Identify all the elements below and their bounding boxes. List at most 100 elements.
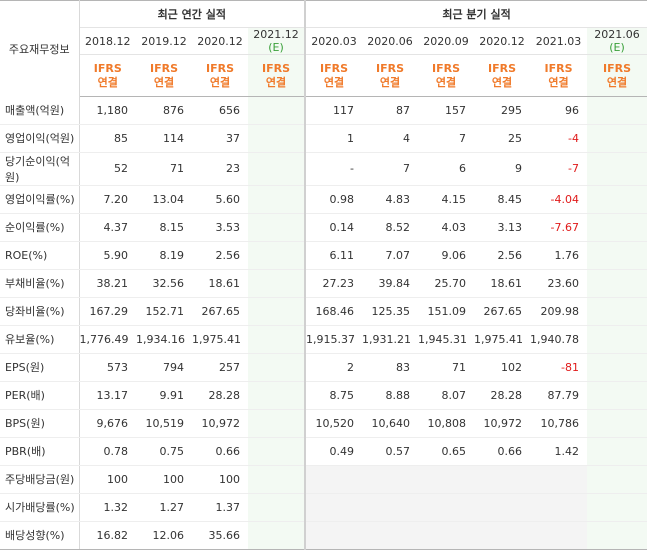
row-label: ROE(%) bbox=[0, 241, 80, 270]
table-row: 당좌비율(%) 167.29 152.71 267.65 168.46 125.35 151… bbox=[0, 297, 648, 326]
value-cell bbox=[248, 381, 306, 410]
value-cell bbox=[474, 464, 531, 494]
value-cell bbox=[587, 521, 648, 550]
value-cell bbox=[248, 268, 306, 298]
value-cell bbox=[248, 521, 306, 550]
row-label: 배당성향(%) bbox=[0, 521, 80, 550]
value-cell: 87 bbox=[362, 96, 419, 125]
value-cell: 2.56 bbox=[192, 241, 248, 270]
value-cell: 71 bbox=[418, 352, 475, 382]
ifrs-label: IFRS bbox=[262, 61, 290, 75]
ifrs-label: IFRS bbox=[206, 61, 234, 75]
value-cell: 157 bbox=[418, 96, 475, 125]
value-cell: 1,934.16 bbox=[136, 325, 192, 354]
value-cell: 125.35 bbox=[362, 297, 419, 326]
row-label-header: 주요재무정보 bbox=[0, 0, 80, 97]
value-cell bbox=[248, 124, 306, 153]
value-cell bbox=[587, 213, 648, 242]
value-cell: 85 bbox=[79, 124, 136, 153]
value-cell bbox=[474, 521, 531, 550]
table-row: 배당성향(%) 16.82 12.06 35.66 bbox=[0, 521, 648, 550]
value-cell: 13.04 bbox=[136, 184, 192, 214]
value-cell: 1,915.37 bbox=[304, 325, 363, 354]
value-cell: 8.07 bbox=[418, 381, 475, 410]
value-cell bbox=[587, 268, 648, 298]
value-cell bbox=[248, 297, 306, 326]
value-cell: 3.53 bbox=[192, 213, 248, 242]
value-cell: 117 bbox=[304, 96, 363, 125]
consolidated-label: 연결 bbox=[97, 75, 118, 89]
value-cell: 267.65 bbox=[192, 297, 248, 326]
value-cell: 0.65 bbox=[418, 437, 475, 466]
value-cell: 9.06 bbox=[418, 241, 475, 270]
value-cell: 9,676 bbox=[79, 409, 136, 438]
consolidated-label: 연결 bbox=[153, 75, 175, 89]
value-cell: 1.32 bbox=[79, 493, 136, 522]
value-cell: 10,520 bbox=[304, 409, 363, 438]
value-cell: 0.49 bbox=[304, 437, 363, 466]
value-cell: 28.28 bbox=[474, 381, 531, 410]
period-header: 2021.03 bbox=[530, 27, 588, 55]
table-row: BPS(원) 9,676 10,519 10,972 10,520 10,640 10,80… bbox=[0, 409, 648, 438]
table-row: 당기순이익(억원) 52 71 23-7 6 9 -7 bbox=[0, 152, 648, 186]
table-row: 주당배당금(원) 100 100 100 bbox=[0, 464, 648, 494]
consolidated-label: 연결 bbox=[265, 75, 287, 89]
value-cell: 1,945.31 bbox=[418, 325, 475, 354]
table-row: 시가배당률(%) 1.32 1.27 1.37 bbox=[0, 493, 648, 522]
value-cell bbox=[248, 464, 306, 494]
value-cell bbox=[418, 521, 475, 550]
value-cell: 87.79 bbox=[530, 381, 588, 410]
value-cell: 1,776.49 bbox=[79, 325, 136, 354]
value-cell: 10,972 bbox=[474, 409, 531, 438]
value-cell: 4.15 bbox=[418, 184, 475, 214]
value-cell: 10,519 bbox=[136, 409, 192, 438]
value-cell: 0.75 bbox=[136, 437, 192, 466]
value-cell: -4 bbox=[530, 124, 588, 153]
value-cell: 1.42 bbox=[530, 437, 588, 466]
row-label: 영업이익(억원) bbox=[0, 124, 80, 153]
value-cell: 4.37 bbox=[79, 213, 136, 242]
period-label: 2021.12 bbox=[253, 28, 299, 41]
value-cell: 7 bbox=[418, 124, 475, 153]
value-cell: 28.28 bbox=[192, 381, 248, 410]
value-cell: 27.23 bbox=[304, 268, 363, 298]
accounting-standard-header: IFRS 연결 bbox=[136, 54, 192, 97]
row-label: 부채비율(%) bbox=[0, 268, 80, 298]
consolidated-label: 연결 bbox=[379, 75, 401, 89]
value-cell: 4 bbox=[362, 124, 419, 153]
value-cell: 71 bbox=[136, 152, 192, 186]
value-cell: 8.45 bbox=[474, 184, 531, 214]
table-row: 순이익률(%) 4.37 8.15 3.53 0.14 8.52 4.03 3.13 -7.67 bbox=[0, 213, 648, 242]
value-cell: 1.76 bbox=[530, 241, 588, 270]
period-header: 2018.12 bbox=[79, 27, 136, 55]
accounting-standard-header: IFRS 연결 bbox=[587, 54, 648, 97]
value-cell: 0.78 bbox=[79, 437, 136, 466]
consolidated-label: 연결 bbox=[323, 75, 345, 89]
value-cell bbox=[248, 409, 306, 438]
value-cell: 8.19 bbox=[136, 241, 192, 270]
value-cell bbox=[248, 241, 306, 270]
value-cell: 23 bbox=[192, 152, 248, 186]
value-cell bbox=[362, 464, 419, 494]
accounting-standard-header: IFRS 연결 bbox=[474, 54, 531, 97]
value-cell: 35.66 bbox=[192, 521, 248, 550]
value-cell bbox=[248, 325, 306, 354]
value-cell: 100 bbox=[192, 464, 248, 494]
period-label: 2020.09 bbox=[423, 34, 469, 48]
table-row: 영업이익(억원) 85 114 37 1 4 7 25 -4 bbox=[0, 124, 648, 153]
value-cell: 39.84 bbox=[362, 268, 419, 298]
period-label: 2019.12 bbox=[141, 34, 187, 48]
value-cell: 9.91 bbox=[136, 381, 192, 410]
estimate-mark: (E) bbox=[609, 41, 625, 54]
value-cell: 18.61 bbox=[192, 268, 248, 298]
value-cell: 96 bbox=[530, 96, 588, 125]
value-cell bbox=[587, 352, 648, 382]
value-cell: 0.14 bbox=[304, 213, 363, 242]
value-cell bbox=[587, 325, 648, 354]
value-cell: 13.17 bbox=[79, 381, 136, 410]
accounting-standard-header: IFRS 연결 bbox=[304, 54, 363, 97]
row-label: 매출액(억원) bbox=[0, 96, 80, 125]
period-label: 2021.06 bbox=[594, 28, 640, 41]
value-cell bbox=[587, 297, 648, 326]
value-cell: 167.29 bbox=[79, 297, 136, 326]
